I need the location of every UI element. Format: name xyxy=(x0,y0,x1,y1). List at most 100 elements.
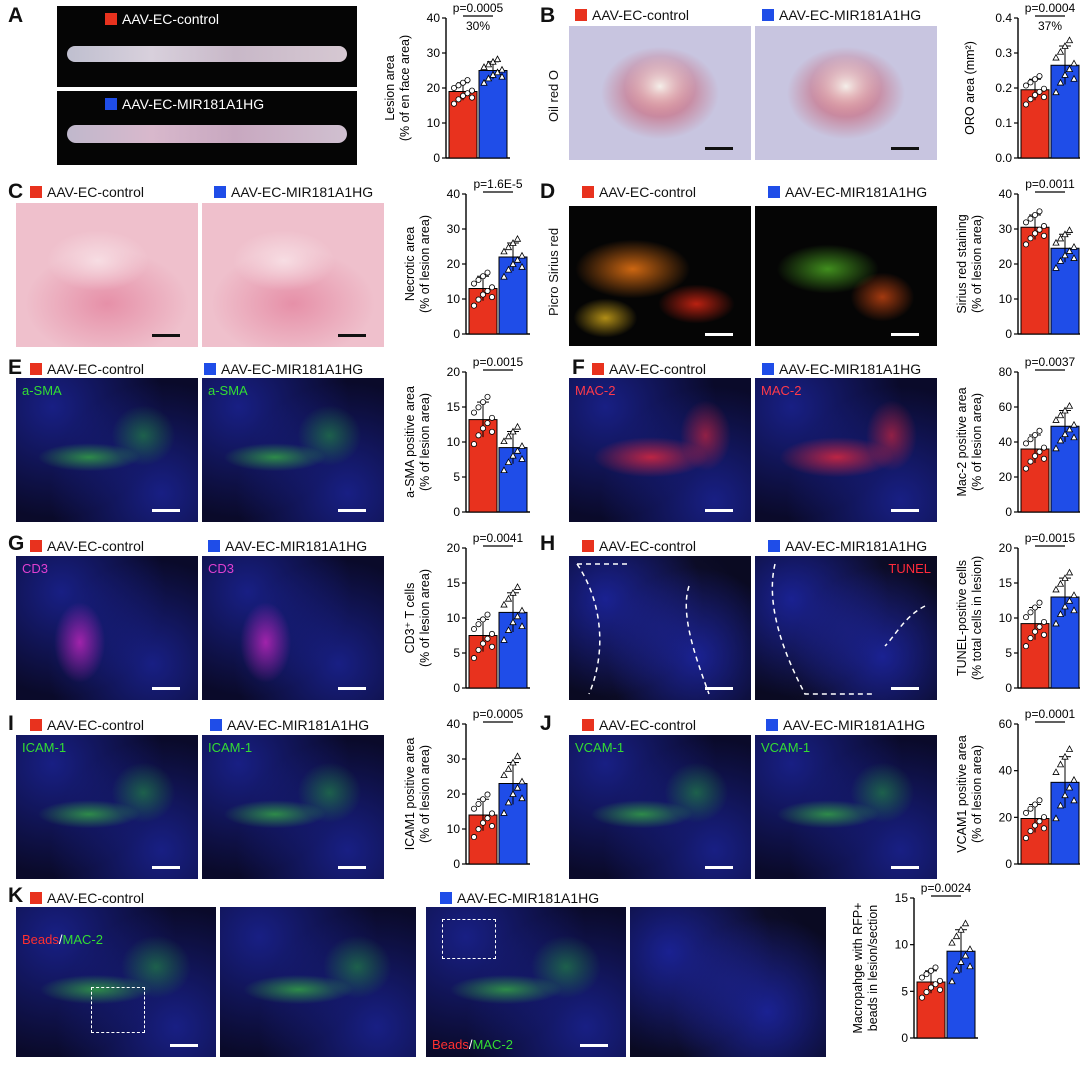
data-point xyxy=(489,428,496,435)
data-point xyxy=(1023,219,1030,226)
legend-control: AAV-EC-control xyxy=(30,538,144,554)
data-point xyxy=(1056,579,1065,587)
scale-bar xyxy=(338,509,366,512)
side-label-picro-sirius-red: Picro Sirius red xyxy=(546,227,561,316)
y-axis-label-line2: beads in lesion/section xyxy=(866,905,880,1032)
y-axis-label-line2: (% of lesion area) xyxy=(418,745,432,843)
data-point xyxy=(1036,623,1043,630)
chart-svg: 0 5 10 15 20 p=0.0041 CD3⁺ T cells(% of lesion… xyxy=(403,531,530,695)
data-point xyxy=(919,994,926,1001)
data-point xyxy=(500,636,508,643)
y-axis-label-line1: TUNEL-positive cells xyxy=(955,560,969,676)
y-tick-label: 20 xyxy=(999,541,1013,555)
p-value: p=0.0005 xyxy=(473,707,524,721)
micrograph-treatment xyxy=(202,203,384,347)
data-point xyxy=(1032,230,1039,237)
data-point xyxy=(1041,814,1048,821)
chart-svg: 0 10 20 30 40 p=0.0011 Sirius red staining(% o… xyxy=(955,177,1080,341)
data-point xyxy=(475,826,482,833)
panel-letter-d: D xyxy=(540,180,556,203)
stain-label: Beads/MAC-2 xyxy=(22,932,103,947)
scale-bar xyxy=(338,866,366,869)
data-point xyxy=(1036,427,1043,434)
scale-bar xyxy=(705,687,733,690)
data-point xyxy=(1065,36,1074,44)
legend-control: AAV-EC-control xyxy=(575,7,689,23)
blue-square-icon xyxy=(762,9,774,21)
data-point xyxy=(509,451,517,459)
y-tick-label: 10 xyxy=(447,292,461,306)
red-square-icon xyxy=(582,540,594,552)
en-face-aorta-control: AAV-EC-control xyxy=(57,6,357,87)
bar-treatment xyxy=(1050,247,1080,335)
y-tick-label: 0 xyxy=(453,857,460,871)
data-point xyxy=(1056,47,1065,55)
data-point xyxy=(1027,436,1034,443)
micrograph-control: Beads/MAC-2 xyxy=(16,907,216,1057)
data-point xyxy=(1036,797,1043,804)
micrograph-treatment: TUNEL xyxy=(755,556,937,700)
data-point xyxy=(1070,606,1078,614)
scale-bar xyxy=(891,333,919,336)
legend-treatment: AAV-EC-MIR181A1HG xyxy=(210,717,369,733)
bar-chart-a: 0 10 20 30 40 p=0.0005 30% Lesion area(% of en … xyxy=(368,0,510,173)
panel-letter-i: I xyxy=(8,712,14,735)
y-tick-label: 0 xyxy=(453,327,460,341)
data-point xyxy=(1056,801,1065,809)
data-point xyxy=(1052,768,1060,775)
data-point xyxy=(480,616,487,623)
blue-square-icon xyxy=(204,363,216,375)
blue-square-icon xyxy=(766,719,778,731)
y-tick-label: 0 xyxy=(1005,857,1012,871)
y-tick-label: 20 xyxy=(447,257,461,271)
data-point xyxy=(471,805,478,812)
chart-svg: 0 5 10 15 20 p=0.0015 a-SMA positive area(% of… xyxy=(403,355,530,519)
y-axis-label: a-SMA positive area(% of lesion area) xyxy=(403,386,432,498)
data-point xyxy=(1036,226,1043,233)
aorta-strip xyxy=(67,46,347,62)
data-point xyxy=(471,441,478,448)
data-point xyxy=(1027,458,1034,465)
data-point xyxy=(1041,825,1048,832)
data-point xyxy=(1070,59,1078,67)
data-point xyxy=(469,87,476,94)
data-point xyxy=(932,964,939,971)
data-point xyxy=(1061,430,1069,438)
micrograph-treatment: ICAM-1 xyxy=(202,735,384,879)
data-point xyxy=(1036,448,1043,455)
data-point xyxy=(1041,444,1048,451)
data-point xyxy=(1056,436,1065,444)
y-tick-label: 10 xyxy=(447,611,461,625)
red-square-icon xyxy=(575,9,587,21)
scale-bar xyxy=(580,1044,608,1047)
p-value: p=0.0004 xyxy=(1025,1,1076,15)
scale-bar xyxy=(152,334,180,337)
y-tick-label: 15 xyxy=(895,891,909,905)
data-point xyxy=(1032,453,1039,460)
p-value: p=0.0024 xyxy=(921,881,972,895)
y-tick-label: 0.1 xyxy=(995,116,1012,130)
data-point xyxy=(1027,828,1034,835)
data-point xyxy=(480,819,487,826)
y-axis-label-line2: (% of lesion area) xyxy=(970,745,984,843)
scale-bar xyxy=(152,866,180,869)
micrograph-control: VCAM-1 xyxy=(569,735,751,879)
data-point xyxy=(1032,92,1039,99)
data-point xyxy=(509,758,517,766)
aorta-strip xyxy=(67,125,347,143)
blue-square-icon xyxy=(768,540,780,552)
legend-treatment: AAV-EC-MIR181A1HG xyxy=(214,184,373,200)
legend-treatment: AAV-EC-MIR181A1HG xyxy=(208,538,367,554)
data-point xyxy=(952,966,961,974)
y-tick-label: 10 xyxy=(427,116,441,130)
y-tick-label: 30 xyxy=(427,46,441,60)
data-point xyxy=(484,74,493,82)
data-point xyxy=(513,446,522,454)
data-point xyxy=(1065,596,1074,604)
data-point xyxy=(957,925,965,933)
data-point xyxy=(1041,223,1048,230)
lesion-outline xyxy=(771,563,926,695)
data-point xyxy=(1036,599,1043,606)
data-point xyxy=(1070,775,1078,783)
legend-treatment: AAV-EC-MIR181A1HG xyxy=(105,96,264,112)
